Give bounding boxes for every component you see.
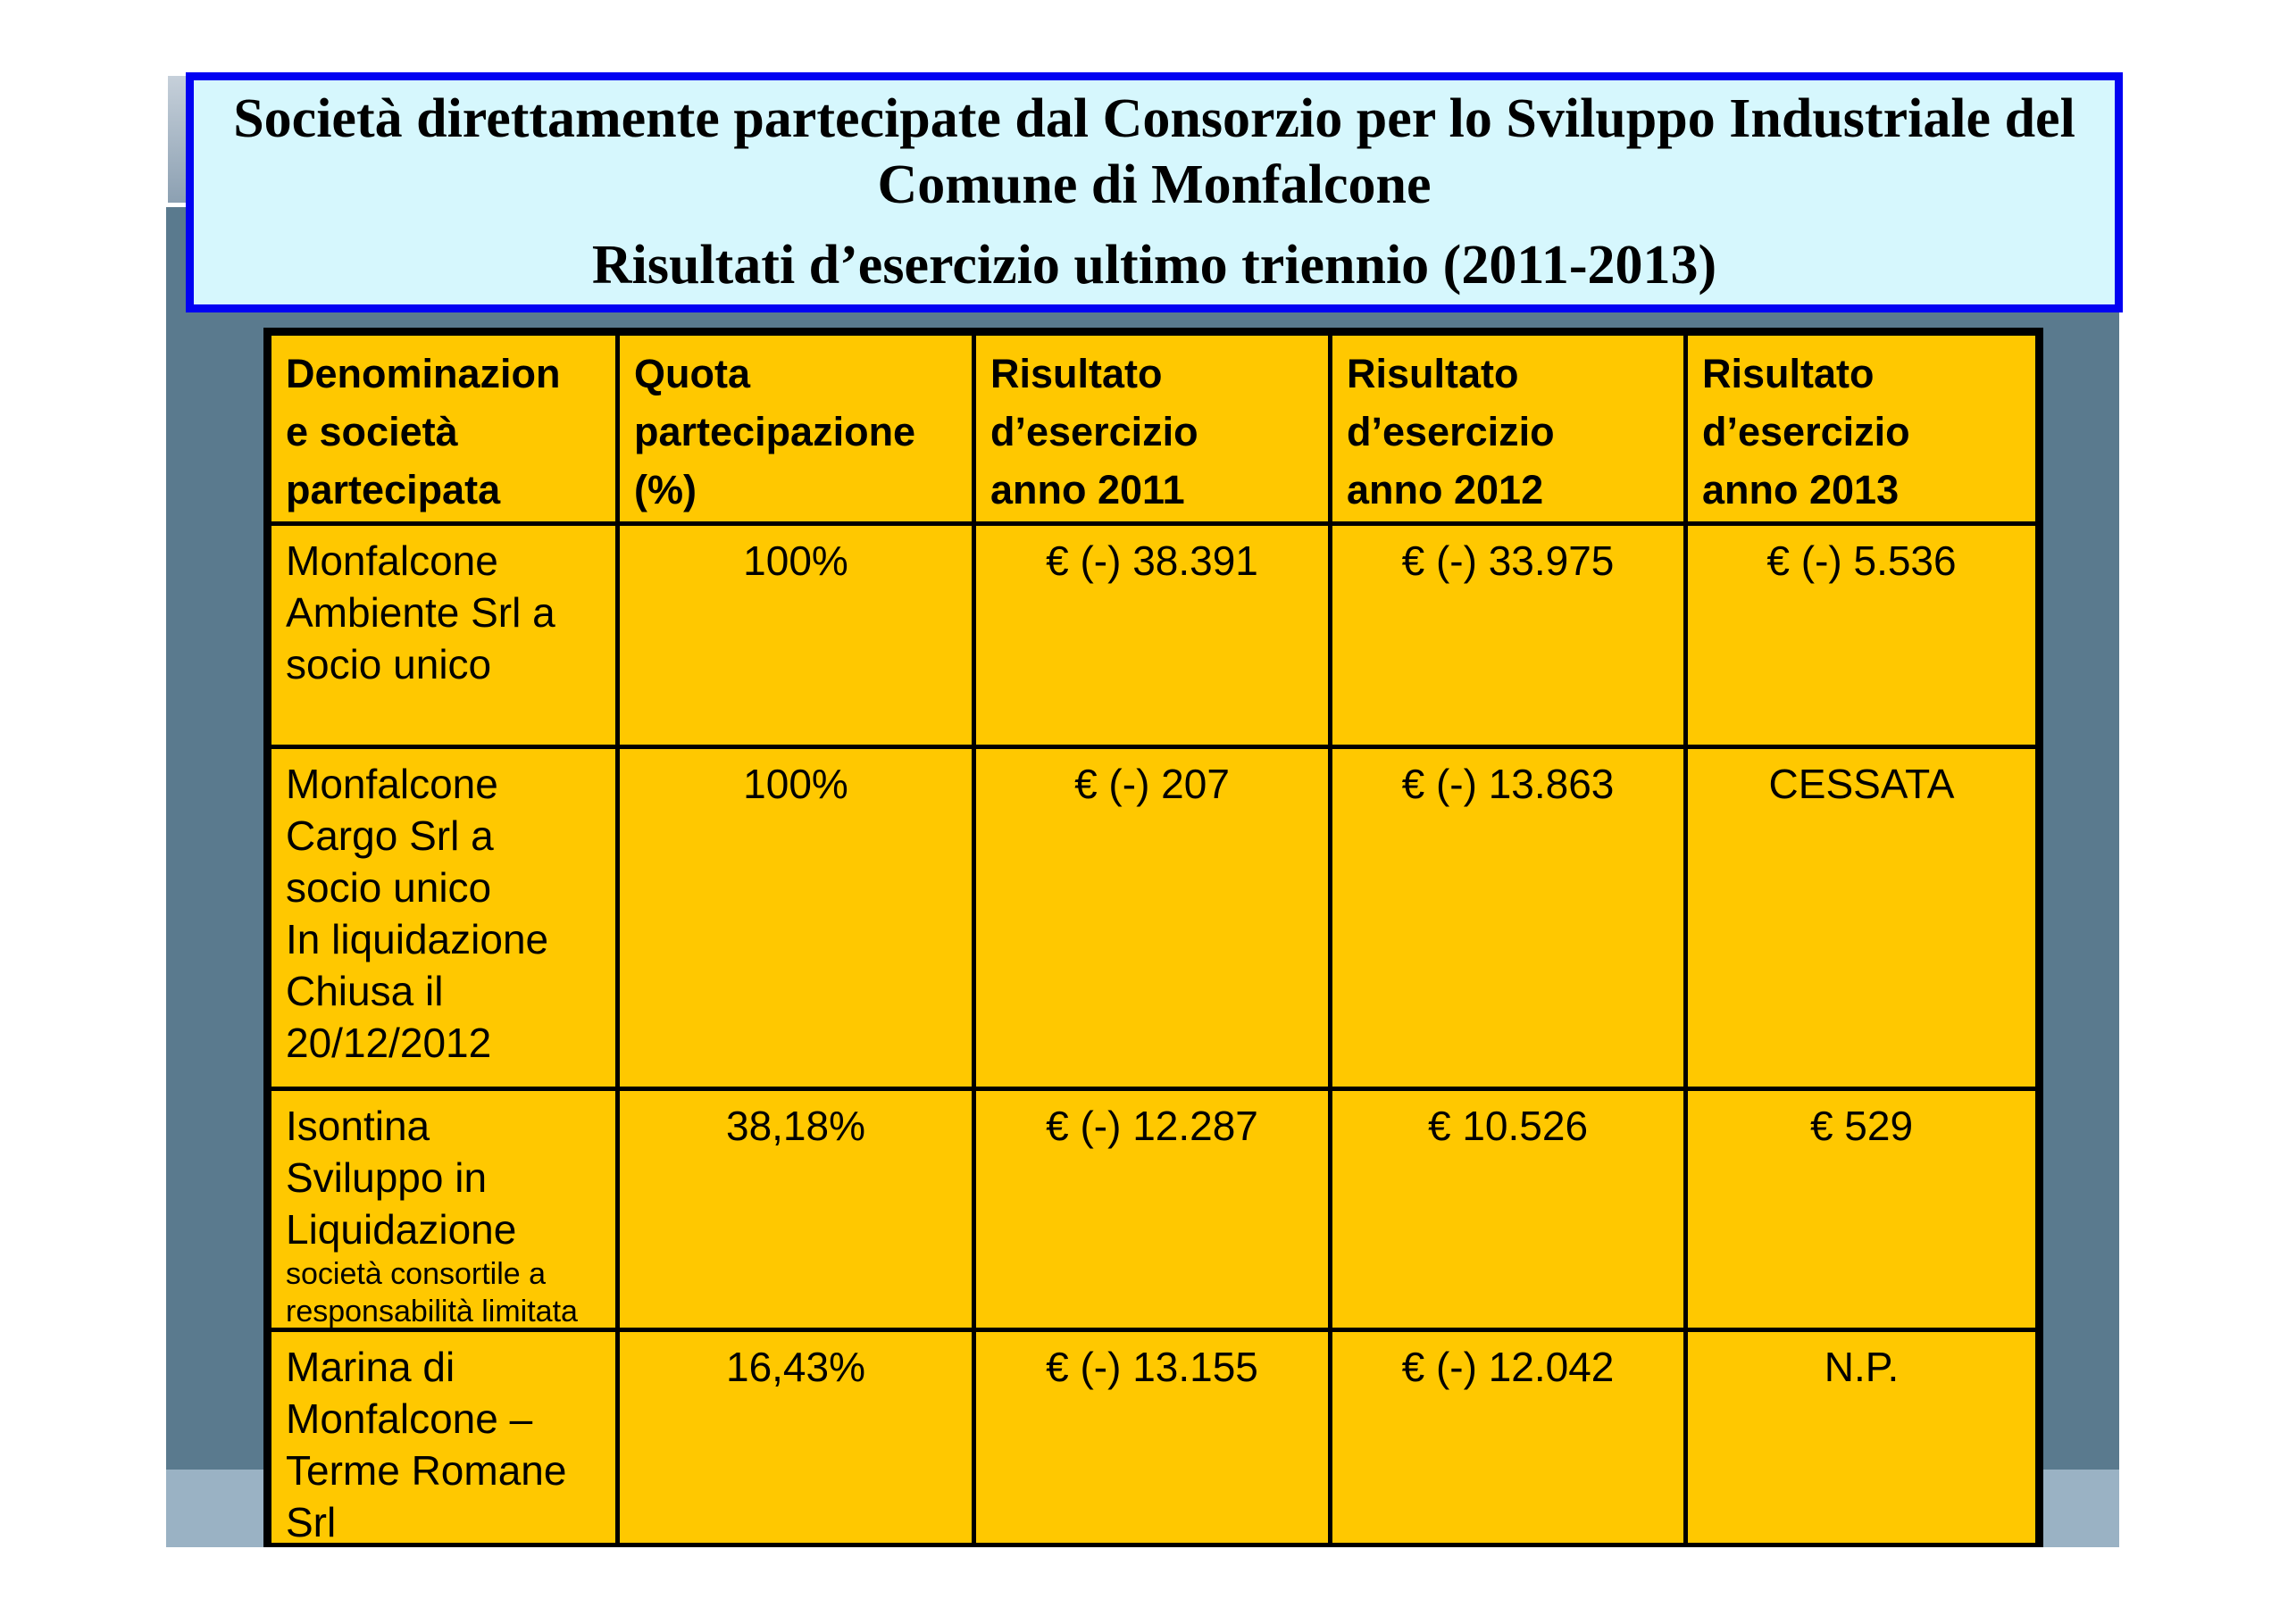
value-cell: N.P. — [1683, 1332, 2035, 1543]
value-cell: € (-) 12.287 — [972, 1091, 1328, 1328]
table-header-row: Denominazion e società partecipata Quota … — [271, 336, 2035, 521]
value-cell: € (-) 33.975 — [1328, 526, 1683, 745]
title-box: Società direttamente partecipate dal Con… — [186, 72, 2123, 312]
value-cell: CESSATA — [1683, 749, 2035, 1087]
results-table: Denominazion e società partecipata Quota … — [263, 328, 2043, 1547]
results-table-body: Denominazion e società partecipata Quota … — [271, 336, 2035, 1545]
company-note: società consortile a responsabilità limi… — [286, 1257, 578, 1328]
table-row: Marina di Monfalcone – Terme Romane Srl 1… — [271, 1328, 2035, 1545]
header-cell: Quota partecipazione (%) — [615, 336, 972, 521]
value-cell: € (-) 12.042 — [1328, 1332, 1683, 1543]
table-row: Monfalcone Ambiente Srl a socio unico 100… — [271, 521, 2035, 745]
left-accent-band — [168, 76, 186, 203]
company-cell: Monfalcone Ambiente Srl a socio unico — [271, 526, 615, 745]
value-cell: 100% — [615, 526, 972, 745]
table-row: Monfalcone Cargo Srl a socio unico In li… — [271, 745, 2035, 1087]
header-cell: Denominazion e società partecipata — [286, 351, 561, 512]
company-cell: Isontina Sviluppo in Liquidazione società… — [271, 1091, 615, 1328]
value-cell: € (-) 207 — [972, 749, 1328, 1087]
value-cell: € 529 — [1683, 1091, 2035, 1328]
slide-subtitle: Risultati d’esercizio ultimo triennio (2… — [591, 235, 1717, 296]
company-name: Monfalcone Ambiente Srl a socio unico — [286, 537, 555, 687]
header-cell: Risultato d’esercizio anno 2013 — [1683, 336, 2035, 521]
table-row: Isontina Sviluppo in Liquidazione società… — [271, 1087, 2035, 1328]
slide-title: Società direttamente partecipate dal Con… — [233, 88, 2075, 215]
company-name: Marina di Monfalcone – Terme Romane Srl — [286, 1344, 567, 1545]
value-cell: € (-) 13.155 — [972, 1332, 1328, 1543]
value-cell: 100% — [615, 749, 972, 1087]
value-cell: 38,18% — [615, 1091, 972, 1328]
company-name: Monfalcone Cargo Srl a socio unico In li… — [286, 761, 549, 1066]
company-name: Isontina Sviluppo in Liquidazione — [286, 1103, 517, 1253]
company-cell: Marina di Monfalcone – Terme Romane Srl — [271, 1332, 615, 1545]
company-cell: Monfalcone Cargo Srl a socio unico In li… — [271, 749, 615, 1087]
value-cell: € (-) 38.391 — [972, 526, 1328, 745]
value-cell: € (-) 13.863 — [1328, 749, 1683, 1087]
header-cell: Risultato d’esercizio anno 2011 — [972, 336, 1328, 521]
value-cell: 16,43% — [615, 1332, 972, 1543]
header-cell: Risultato d’esercizio anno 2012 — [1328, 336, 1683, 521]
value-cell: € 10.526 — [1328, 1091, 1683, 1328]
value-cell: € (-) 5.536 — [1683, 526, 2035, 745]
